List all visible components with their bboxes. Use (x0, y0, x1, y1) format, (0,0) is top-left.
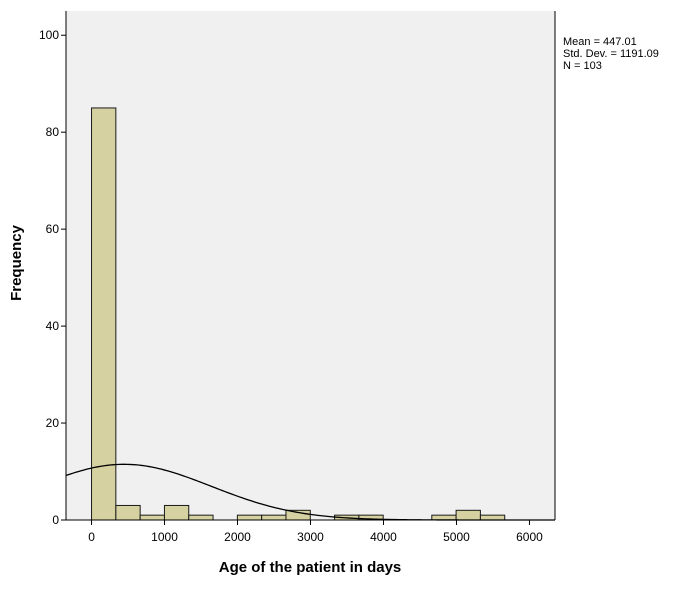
x-tick-label-5000: 5000 (443, 530, 470, 544)
x-tick-label-4000: 4000 (370, 530, 397, 544)
bars-group (91, 107, 506, 521)
x-tick-label-3000: 3000 (297, 530, 324, 544)
histogram-bar-11 (455, 509, 481, 521)
y-tick-label-0: 0 (52, 513, 59, 527)
y-tick-label-60: 60 (46, 222, 60, 236)
x-tick-label-1000: 1000 (151, 530, 178, 544)
histogram-bar-6 (261, 514, 287, 521)
stats-line-1: Std. Dev. = 1191.09 (563, 48, 659, 60)
plot-area (66, 11, 555, 520)
y-tick-label-100: 100 (39, 28, 59, 42)
x-axis-title: Age of the patient in days (219, 559, 402, 576)
y-tick-label-40: 40 (46, 319, 60, 333)
stats-line-2: N = 103 (563, 60, 602, 72)
y-axis-title: Frequency (8, 224, 25, 301)
histogram-bar-5 (236, 514, 263, 521)
x-tick-label-2000: 2000 (224, 530, 251, 544)
histogram-bar-0 (91, 107, 117, 521)
histogram-bar-12 (479, 514, 506, 521)
histogram-bar-4 (188, 514, 214, 521)
histogram-bar-7 (285, 509, 311, 521)
histogram-bar-1 (115, 504, 141, 521)
y-tick-label-80: 80 (46, 125, 60, 139)
y-ticks-group: 0 20 40 60 80 100 (39, 28, 66, 527)
stats-line-0: Mean = 447.01 (563, 36, 637, 48)
y-tick-label-20: 20 (46, 416, 60, 430)
histogram-bar-2 (139, 514, 165, 521)
x-tick-label-0: 0 (88, 530, 95, 544)
x-tick-label-6000: 6000 (516, 530, 543, 544)
histogram-bar-3 (163, 504, 190, 521)
x-ticks-group: 0 1000 2000 3000 4000 5000 6000 (88, 520, 543, 544)
